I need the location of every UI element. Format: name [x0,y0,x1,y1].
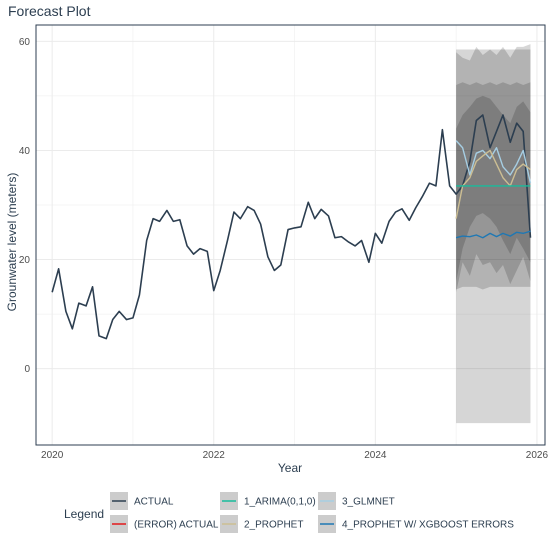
legend-label: 1_ARIMA(0,1,0) [244,497,316,508]
minor-gridlines [36,25,545,445]
series-line-prophet_xgb [455,230,531,239]
legend-item-prophet_xgb: 4_PROPHET W/ XGBOOST ERRORS [318,515,514,533]
legend-label: 4_PROPHET W/ XGBOOST ERRORS [342,520,514,531]
x-axis-title: Year [278,461,302,475]
y-tick-label: 60 [19,37,31,48]
series-line-prophet [455,149,531,219]
legend-label: 2_PROPHET [244,520,303,531]
x-tick-label: 2024 [364,450,387,461]
y-tick-label: 40 [19,146,31,157]
legend-item-prophet: 2_PROPHET [220,515,303,533]
x-tick-label: 2020 [41,450,64,461]
legend-item-arima: 1_ARIMA(0,1,0) [220,492,316,510]
plot-panel [35,24,546,446]
x-tick-label: 2022 [203,450,226,461]
series-lines [51,114,532,340]
y-tick-label: 20 [19,255,31,266]
legend-title: Legend [64,507,104,521]
y-axis-title: Grounwater level (meters) [5,173,19,312]
y-axis: 0 20 40 60 [19,37,31,375]
legend-item-actual: ACTUAL [110,492,174,510]
y-tick-label: 0 [24,364,30,375]
legend-label: ACTUAL [134,497,174,508]
legend-label: 3_GLMNET [342,497,395,508]
panel-border [35,24,546,446]
series-line-actual [51,114,532,340]
confidence-band-glmnet [456,44,531,293]
series-line-glmnet [455,140,532,184]
legend-item-glmnet: 3_GLMNET [318,492,395,510]
x-tick-label: 2026 [526,450,549,461]
chart-title: Forecast Plot [8,3,91,19]
confidence-band-arima [456,49,531,424]
legend: Legend ACTUAL (ERROR) ACTUAL 1_ARIMA(0,1,0… [64,492,514,533]
legend-item-error_actual: (ERROR) ACTUAL [110,515,219,533]
x-axis: 2020 2022 2024 2026 [41,450,548,461]
legend-label: (ERROR) ACTUAL [134,520,219,531]
confidence-bands [456,44,531,424]
